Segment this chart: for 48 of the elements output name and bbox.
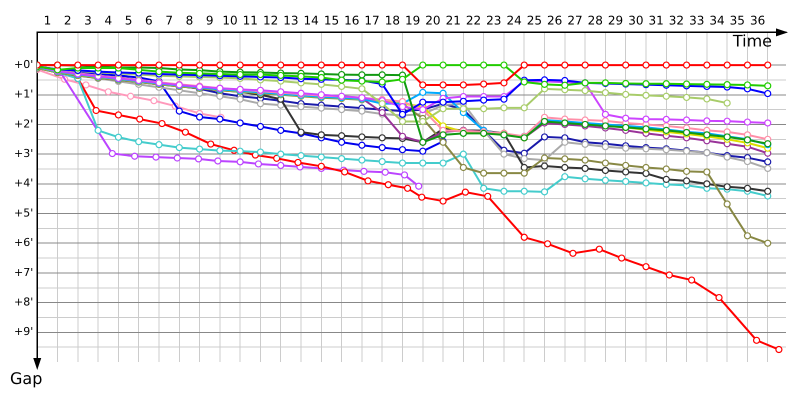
x-tick-label: 5 bbox=[124, 13, 132, 28]
x-tick-label: 20 bbox=[425, 13, 441, 28]
x-tick-label: 3 bbox=[84, 13, 92, 28]
x-tick-label: 26 bbox=[547, 13, 562, 28]
x-axis-title: Time bbox=[732, 32, 772, 51]
x-tick-label: 18 bbox=[384, 13, 400, 28]
x-tick-label: 33 bbox=[689, 13, 704, 28]
y-tick-label: +7' bbox=[14, 266, 34, 279]
x-tick-label: 29 bbox=[608, 13, 624, 28]
x-tick-label: 36 bbox=[750, 13, 766, 28]
y-tick-label: +6' bbox=[14, 236, 34, 250]
y-tick-label: +0' bbox=[14, 58, 34, 71]
x-tick-label: 27 bbox=[567, 13, 583, 28]
x-tick-label: 25 bbox=[526, 13, 542, 28]
y-tick-label: +1' bbox=[14, 88, 34, 101]
x-tick-label: 23 bbox=[486, 13, 502, 28]
y-tick-label: +9' bbox=[14, 325, 34, 338]
x-tick-label: 12 bbox=[262, 13, 278, 28]
x-tick-label: 16 bbox=[344, 13, 360, 28]
x-tick-label: 28 bbox=[588, 13, 603, 28]
y-tick-label: +8' bbox=[14, 295, 34, 308]
x-tick-label: 19 bbox=[404, 13, 420, 28]
x-tick-label: 30 bbox=[628, 13, 644, 28]
y-tick-label: +2' bbox=[14, 117, 34, 130]
x-tick-label: 6 bbox=[145, 13, 153, 28]
x-tick-label: 35 bbox=[730, 13, 745, 28]
x-tick-label: 4 bbox=[104, 13, 112, 28]
x-tick-label: 21 bbox=[446, 13, 461, 28]
x-tick-label: 10 bbox=[222, 13, 238, 28]
x-tick-label: 8 bbox=[186, 13, 194, 28]
y-tick-label: +4' bbox=[14, 176, 34, 190]
y-axis-title: Gap bbox=[10, 369, 42, 388]
x-tick-label: 24 bbox=[506, 13, 522, 28]
x-tick-label: 32 bbox=[668, 13, 684, 28]
x-tick-label: 1 bbox=[44, 13, 52, 28]
x-tick-label: 22 bbox=[466, 13, 482, 28]
y-tick-label: +5' bbox=[14, 206, 34, 220]
x-tick-label: 31 bbox=[648, 13, 664, 28]
x-tick-label: 9 bbox=[206, 13, 214, 28]
x-tick-label: 34 bbox=[709, 13, 725, 28]
x-tick-label: 15 bbox=[324, 13, 340, 28]
x-tick-label: 2 bbox=[64, 13, 72, 28]
x-tick-label: 17 bbox=[364, 13, 380, 28]
x-tick-label: 14 bbox=[304, 13, 319, 28]
x-tick-label: 13 bbox=[283, 13, 299, 28]
x-tick-label: 7 bbox=[165, 13, 173, 28]
y-tick-label: +3' bbox=[14, 147, 34, 160]
x-tick-label: 11 bbox=[242, 13, 258, 28]
